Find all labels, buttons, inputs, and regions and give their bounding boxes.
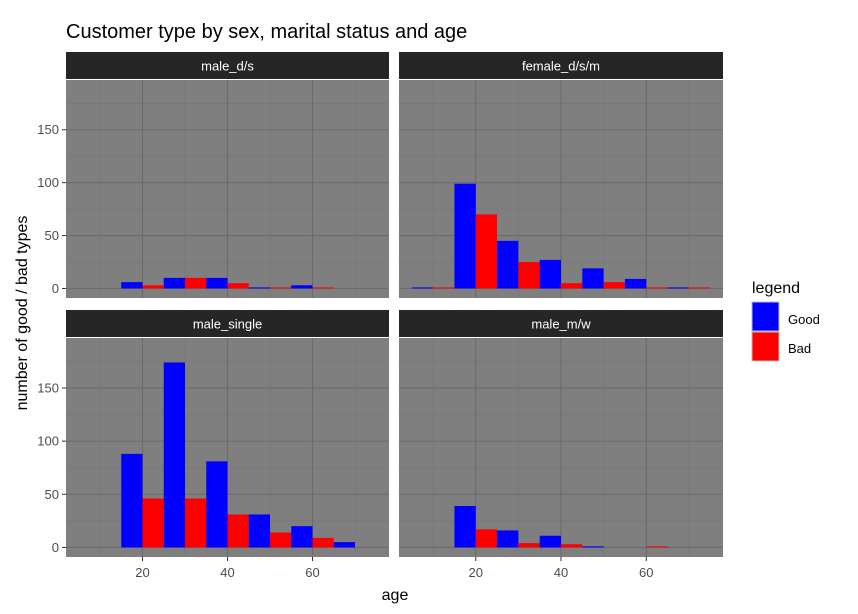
panel-male-m-w: male_m/w 20 40 60: [399, 310, 723, 580]
bar-good: [248, 514, 270, 548]
bar-good: [539, 259, 561, 289]
y-tick-label: 100: [37, 434, 59, 449]
bar-bad: [270, 532, 292, 548]
facet-strip-label: male_d/s: [201, 59, 254, 74]
legend: legend Good Bad: [751, 280, 820, 362]
y-tick-label: 50: [45, 228, 59, 243]
facet-strip-label: male_single: [193, 317, 262, 332]
y-axis-title: number of good / bad types: [14, 216, 31, 411]
bar-bad: [561, 544, 583, 548]
facet-strip-label: male_m/w: [531, 317, 591, 332]
bar-good: [454, 183, 476, 289]
bar-bad: [312, 537, 334, 548]
bar-bad: [142, 498, 164, 548]
x-axis-title: age: [382, 587, 409, 604]
legend-label-bad: Bad: [788, 341, 811, 356]
bar-bad: [227, 514, 249, 548]
bar-good: [539, 535, 561, 548]
bar-good: [206, 277, 228, 289]
bar-bad: [475, 529, 498, 548]
x-tick-label: 40: [554, 565, 568, 580]
bar-good: [248, 287, 270, 289]
bar-bad: [561, 283, 583, 289]
x-tick-label: 20: [469, 565, 483, 580]
bar-good: [163, 362, 185, 548]
bar-good: [582, 546, 604, 548]
y-tick-label: 50: [45, 487, 59, 502]
x-tick-label: 20: [135, 565, 149, 580]
legend-key-bad: [751, 331, 780, 362]
x-tick-label: 40: [220, 565, 234, 580]
bar-good: [206, 461, 228, 548]
y-tick-label: 150: [37, 122, 59, 137]
bar-bad: [603, 282, 625, 289]
bar-bad: [185, 498, 207, 548]
facet-strip: [66, 52, 389, 79]
panel-male-d-s: male_d/s 0 50 100 150: [37, 52, 389, 298]
legend-key-good: [751, 301, 780, 332]
bar-good: [121, 453, 143, 548]
bar-good: [497, 240, 519, 289]
bar-bad: [185, 277, 207, 289]
legend-label-good: Good: [788, 312, 820, 327]
facet-strip-label: female_d/s/m: [522, 59, 600, 74]
chart-title: Customer type by sex, marital status and…: [66, 21, 467, 43]
facet-strip: [66, 310, 389, 337]
y-tick-label: 150: [37, 380, 59, 395]
bar-bad: [518, 262, 540, 289]
y-tick-label: 0: [52, 540, 59, 555]
bar-good: [454, 505, 476, 548]
panel-female-d-s-m: female_d/s/m: [399, 52, 723, 298]
bar-good: [291, 526, 313, 548]
legend-title: legend: [752, 280, 800, 297]
bar-good: [624, 278, 647, 289]
x-tick-label: 60: [305, 565, 319, 580]
panel-male-single: male_single 0 50 100 150 20 40 60: [37, 310, 389, 580]
bar-good: [582, 268, 604, 289]
bar-bad: [518, 543, 540, 548]
bar-bad: [646, 546, 668, 548]
bar-bad: [433, 287, 455, 289]
bar-bad: [688, 287, 711, 289]
bar-bad: [270, 287, 292, 289]
bar-good: [291, 285, 313, 289]
bar-good: [121, 282, 143, 289]
bar-bad: [646, 287, 668, 289]
bar-good: [163, 277, 185, 289]
y-tick-label: 0: [52, 281, 59, 296]
bar-good: [667, 287, 689, 289]
bar-good: [497, 530, 519, 548]
bar-bad: [142, 285, 164, 289]
facet-strip: [399, 310, 723, 337]
bar-bad: [227, 283, 249, 289]
bar-good: [411, 287, 434, 289]
y-tick-label: 100: [37, 175, 59, 190]
bar-bad: [312, 287, 334, 289]
panels-layer: male_d/s 0 50 100 150 female_d/s/m male_single…: [37, 52, 723, 580]
bar-good: [333, 542, 355, 548]
x-tick-label: 60: [639, 565, 653, 580]
bar-bad: [475, 214, 498, 289]
facet-strip: [399, 52, 723, 79]
